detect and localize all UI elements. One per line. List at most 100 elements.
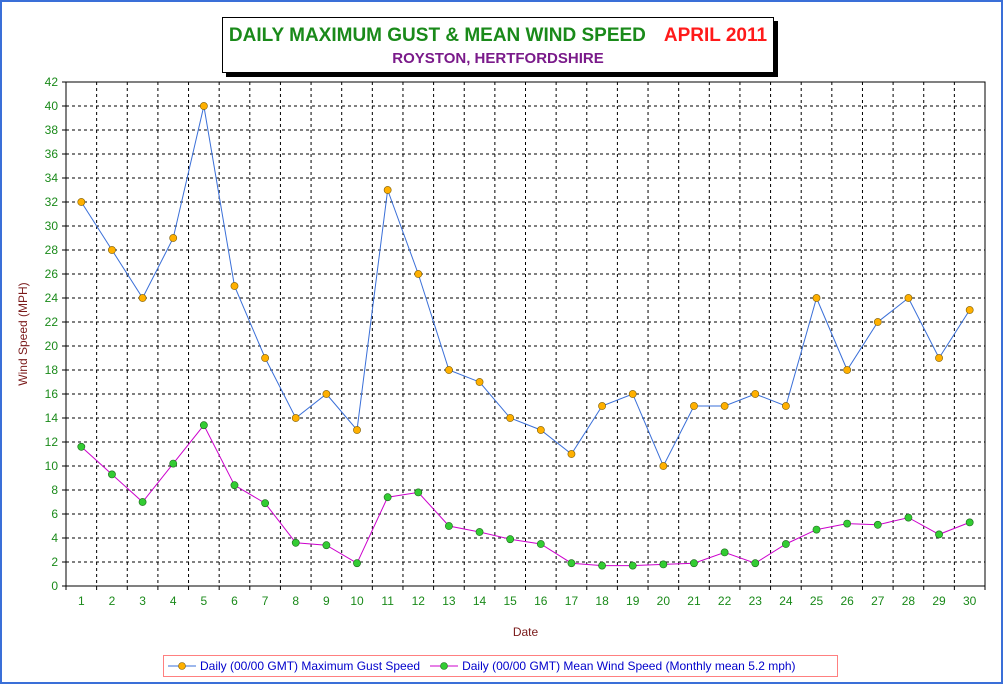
y-tick-label: 42 (45, 75, 59, 89)
legend-swatch-gust-icon (168, 662, 196, 670)
x-axis-label: Date (513, 625, 539, 639)
data-point-mean (199, 421, 208, 430)
legend-label-mean: Daily (00/00 GMT) Mean Wind Speed (Month… (462, 659, 796, 673)
y-tick-label: 4 (51, 531, 58, 545)
data-point-gust (383, 186, 392, 194)
data-point-mean (720, 548, 729, 557)
y-tick-label: 0 (51, 579, 58, 593)
data-point-gust (781, 402, 790, 410)
data-point-gust (199, 102, 208, 110)
data-point-mean (322, 541, 331, 550)
y-tick-label: 40 (45, 99, 59, 113)
data-point-gust (659, 462, 668, 470)
x-tick-label: 5 (201, 594, 208, 608)
x-tick-label: 25 (810, 594, 824, 608)
title-line: DAILY MAXIMUM GUST & MEAN WIND SPEED APRI… (223, 25, 773, 47)
y-tick-label: 20 (45, 339, 59, 353)
data-point-mean (475, 528, 484, 536)
x-tick-label: 24 (779, 594, 793, 608)
y-tick-label: 24 (45, 291, 59, 305)
x-tick-label: 4 (170, 594, 177, 608)
x-tick-label: 3 (139, 594, 146, 608)
data-point-gust (261, 354, 270, 362)
y-tick-label: 22 (45, 315, 59, 329)
data-point-mean (812, 525, 821, 534)
data-point-mean (77, 442, 86, 451)
x-tick-label: 30 (963, 594, 977, 608)
y-tick-label: 28 (45, 243, 59, 257)
x-tick-label: 28 (902, 594, 916, 608)
y-tick-label: 18 (45, 363, 59, 377)
data-point-mean (904, 513, 913, 522)
data-point-gust (414, 270, 423, 278)
y-tick-label: 12 (45, 435, 59, 449)
x-tick-label: 1 (78, 594, 85, 608)
x-tick-label: 23 (749, 594, 763, 608)
data-point-gust (445, 366, 453, 374)
data-point-gust (536, 426, 545, 434)
data-point-mean (751, 559, 760, 568)
data-point-mean (598, 561, 606, 570)
x-tick-label: 17 (565, 594, 579, 608)
x-tick-label: 8 (292, 594, 299, 608)
data-point-mean (843, 519, 852, 528)
x-tick-label: 29 (932, 594, 946, 608)
data-point-mean (628, 561, 637, 570)
data-point-gust (965, 306, 974, 314)
y-tick-label: 6 (51, 507, 58, 521)
series-line-gust (80, 105, 971, 468)
data-point-mean (261, 499, 270, 508)
x-tick-label: 11 (381, 594, 394, 608)
data-point-gust (690, 402, 698, 410)
x-tick-label: 15 (504, 594, 518, 608)
y-tick-label: 26 (45, 267, 59, 281)
data-point-mean (414, 488, 423, 497)
data-point-gust (230, 282, 239, 290)
data-point-mean (138, 498, 147, 506)
data-point-gust (843, 366, 852, 374)
y-tick-label: 30 (45, 219, 59, 233)
data-point-gust (291, 414, 300, 422)
data-point-mean (108, 470, 116, 479)
x-tick-label: 26 (840, 594, 854, 608)
data-point-gust (751, 390, 760, 398)
x-tick-label: 21 (687, 594, 701, 608)
data-point-gust (567, 450, 576, 458)
x-tick-label: 9 (323, 594, 330, 608)
x-tick-label: 14 (473, 594, 487, 608)
y-tick-label: 34 (45, 171, 59, 185)
y-tick-label: 14 (45, 411, 59, 425)
y-tick-label: 2 (51, 555, 58, 569)
x-tick-label: 10 (350, 594, 364, 608)
legend-item-mean: Daily (00/00 GMT) Mean Wind Speed (Month… (430, 659, 796, 673)
data-point-gust (904, 294, 913, 302)
data-point-gust (720, 402, 729, 410)
x-tick-label: 16 (534, 594, 548, 608)
data-point-gust (353, 426, 361, 434)
data-point-gust (475, 378, 484, 386)
data-point-gust (138, 294, 147, 302)
chart-title-box: DAILY MAXIMUM GUST & MEAN WIND SPEED APRI… (222, 17, 774, 73)
y-tick-label: 10 (45, 459, 59, 473)
y-tick-label: 36 (45, 147, 59, 161)
legend: Daily (00/00 GMT) Maximum Gust Speed Dai… (163, 655, 838, 677)
data-point-mean (935, 530, 943, 539)
x-tick-label: 18 (595, 594, 609, 608)
data-point-gust (506, 414, 515, 422)
data-point-mean (567, 559, 576, 568)
data-point-gust (873, 318, 882, 326)
x-tick-label: 19 (626, 594, 640, 608)
x-tick-label: 27 (871, 594, 885, 608)
data-point-mean (383, 493, 392, 502)
y-tick-label: 8 (51, 483, 58, 497)
x-tick-label: 7 (262, 594, 269, 608)
data-point-gust (77, 198, 86, 206)
data-point-mean (781, 540, 790, 548)
data-point-mean (445, 522, 453, 530)
data-point-mean (965, 518, 974, 527)
chart-title: DAILY MAXIMUM GUST & MEAN WIND SPEED (228, 25, 646, 46)
data-point-mean (169, 459, 178, 468)
data-point-gust (598, 402, 606, 410)
x-tick-label: 22 (718, 594, 732, 608)
